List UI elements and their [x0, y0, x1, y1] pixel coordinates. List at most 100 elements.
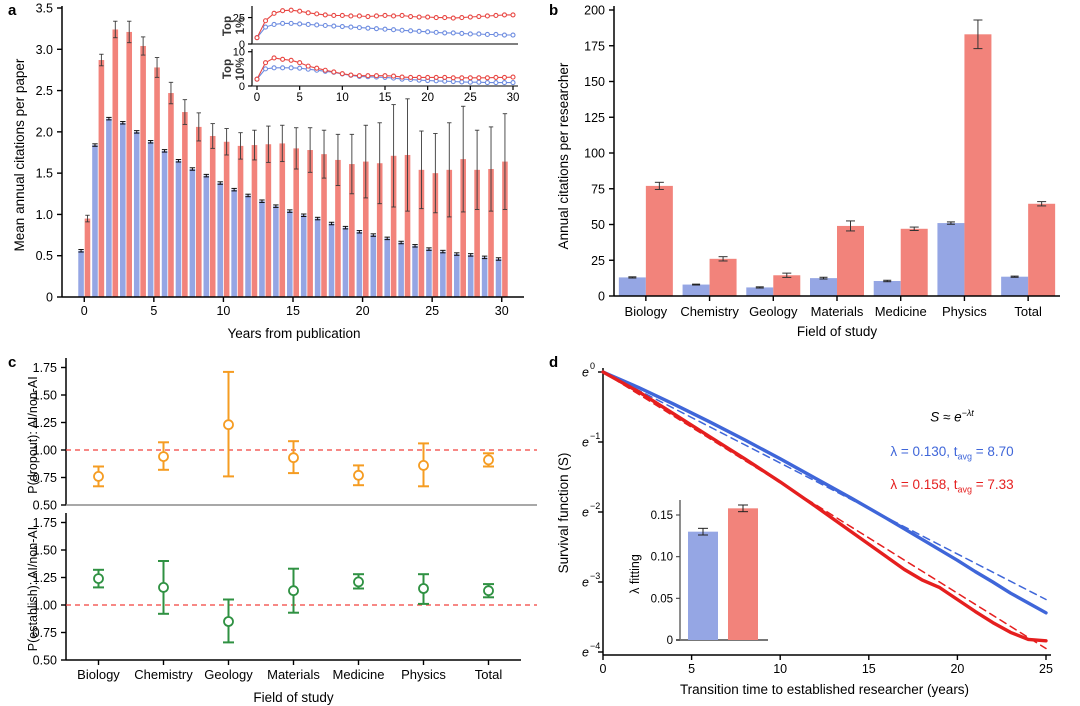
svg-text:Biology: Biology [625, 304, 668, 319]
svg-text:25: 25 [1039, 662, 1053, 676]
svg-text:Materials: Materials [811, 304, 864, 319]
svg-text:Physics: Physics [942, 304, 987, 319]
svg-text:Total: Total [1014, 304, 1042, 319]
svg-text:Geology: Geology [749, 304, 798, 319]
panel-c: 1.75 1.50 1.25 1.00 0.75 0.50 1.75 1.50 1.25 1.00… [0, 352, 540, 706]
d-fit-red-pre: λ = 0.158, t [890, 477, 958, 492]
svg-text:0.05: 0.05 [651, 593, 673, 605]
svg-text:1.50: 1.50 [33, 544, 57, 558]
panel-label-a: a [8, 2, 17, 19]
svg-text:1.25: 1.25 [33, 571, 57, 585]
svg-text:20: 20 [950, 662, 964, 676]
svg-text:0: 0 [81, 304, 88, 318]
panel-c-chart: 1.75 1.50 1.25 1.00 0.75 0.50 1.75 1.50 1.25 1.00… [33, 358, 537, 682]
svg-text:200: 200 [584, 4, 605, 18]
a-bars-red [84, 29, 508, 298]
svg-text:100: 100 [584, 147, 605, 161]
panel-a-chart: 00.51.01.52.02.53.03.50 5 10 15 20 25 30025010… [36, 2, 524, 318]
svg-text:1.75: 1.75 [33, 516, 57, 530]
d-formula-exponent: −λt [961, 408, 974, 418]
svg-text:Total: Total [475, 667, 503, 682]
svg-text:e: e [582, 576, 589, 590]
svg-text:e: e [582, 436, 589, 450]
panel-c-ylabel-establish: P(establish): AI/non-AI [26, 526, 40, 652]
svg-text:5: 5 [688, 662, 695, 676]
svg-text:0: 0 [239, 39, 245, 51]
svg-text:125: 125 [584, 111, 605, 125]
svg-text:0: 0 [239, 81, 245, 93]
d-fit-red-sub: avg [957, 484, 972, 495]
svg-text:0: 0 [600, 662, 607, 676]
svg-text:25: 25 [425, 304, 439, 318]
svg-text:1.75: 1.75 [33, 361, 57, 375]
a-bars-blue [78, 118, 502, 297]
svg-text:1.00: 1.00 [33, 599, 57, 613]
panel-label-d: d [549, 354, 559, 371]
svg-text:Physics: Physics [401, 667, 446, 682]
svg-text:2.0: 2.0 [36, 125, 53, 139]
panel-a-inset-top10-label: Top 10% [222, 57, 247, 81]
svg-text:0.15: 0.15 [651, 510, 673, 522]
svg-text:25: 25 [591, 254, 605, 268]
d-fit-lines [602, 371, 1047, 650]
svg-text:10: 10 [233, 47, 245, 59]
panel-label-b: b [549, 2, 559, 19]
svg-text:150: 150 [584, 75, 605, 89]
svg-text:2.5: 2.5 [36, 84, 53, 98]
panel-a-ylabel: Mean annual citations per paper [12, 58, 27, 252]
svg-text:30: 30 [507, 92, 520, 104]
panel-d-inset-ylabel: λ fitting [628, 554, 642, 594]
svg-text:Materials: Materials [267, 667, 320, 682]
svg-text:Geology: Geology [204, 667, 253, 682]
d-fit-blue-sub: avg [957, 451, 972, 462]
svg-text:15: 15 [286, 304, 300, 318]
svg-text:5: 5 [150, 304, 157, 318]
panel-a-xlabel: Years from publication [227, 326, 361, 341]
panel-b-xlabel: Field of study [796, 324, 878, 339]
svg-text:20: 20 [421, 92, 434, 104]
a-errorbars [78, 20, 508, 261]
svg-text:0: 0 [667, 635, 673, 647]
panel-a: 0 0.5 1.0 1.5 2.0 2.5 3.0 3.5 0 5 10 15 20 25 30 0 25 0 10… [0, 0, 540, 346]
svg-text:Biology: Biology [77, 667, 120, 682]
svg-text:e: e [582, 366, 589, 380]
svg-text:25: 25 [233, 13, 245, 25]
svg-text:0: 0 [590, 361, 595, 371]
b-bars [618, 19, 1056, 297]
svg-text:Medicine: Medicine [875, 304, 927, 319]
panel-d: e 0 e −1 e −2 e −3 e −4 0 5 10 15 20 25 0 0.05 0.10 0.15 d … [540, 352, 1080, 706]
svg-text:0: 0 [254, 92, 260, 104]
svg-text:1.0: 1.0 [36, 208, 53, 222]
panel-b-chart: 0 25 50 75 100 125 150 175 200 Biology Chemistry Ge… [584, 4, 1060, 319]
svg-text:20: 20 [356, 304, 370, 318]
panel-label-c: c [8, 354, 17, 371]
svg-text:3.5: 3.5 [36, 2, 53, 16]
svg-text:Medicine: Medicine [332, 667, 384, 682]
svg-text:−3: −3 [590, 571, 600, 581]
svg-text:Chemistry: Chemistry [680, 304, 739, 319]
svg-text:0.50: 0.50 [33, 654, 57, 668]
d-fit-red-post: = 7.33 [972, 477, 1014, 492]
d-formula-base: S ≈ e [930, 409, 962, 425]
svg-text:e: e [582, 506, 589, 520]
svg-text:3.0: 3.0 [36, 43, 53, 57]
svg-text:−4: −4 [590, 641, 600, 651]
svg-text:10: 10 [216, 304, 230, 318]
svg-text:−2: −2 [590, 501, 600, 511]
panel-c-xlabel: Field of study [253, 690, 334, 705]
panel-b: 0 25 50 75 100 125 150 175 200 Biology Chemistry Ge… [540, 0, 1080, 346]
d-survival-curves [601, 370, 1048, 643]
panel-a-inset-top1-label: Top 1% [222, 15, 247, 37]
svg-text:1.00: 1.00 [33, 444, 57, 458]
svg-text:0: 0 [46, 291, 53, 305]
svg-text:15: 15 [379, 92, 392, 104]
d-fit-blue-pre: λ = 0.130, t [890, 444, 958, 459]
d-fit-blue-text: λ = 0.130, tavg = 8.70 [832, 444, 1072, 462]
svg-text:0.75: 0.75 [33, 471, 57, 485]
svg-text:0.50: 0.50 [33, 499, 57, 513]
svg-text:5: 5 [296, 92, 302, 104]
svg-text:50: 50 [591, 218, 605, 232]
